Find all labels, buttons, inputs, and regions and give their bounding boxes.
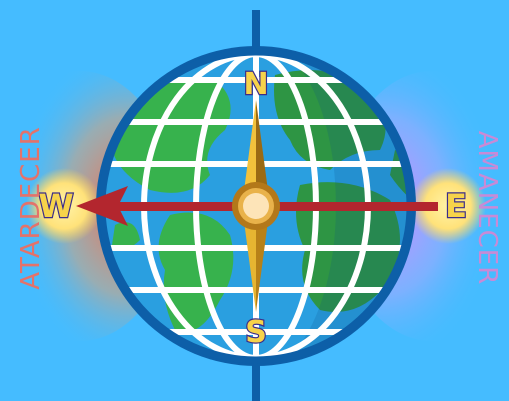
sunrise-label: AMANECER <box>472 130 502 286</box>
sunset-label: ATARDECER <box>16 126 46 290</box>
north-label: N <box>243 67 268 102</box>
sunrise-sun-icon <box>410 168 486 244</box>
south-label: S <box>245 315 267 350</box>
east-label: E <box>445 187 467 225</box>
west-label: W <box>38 187 73 225</box>
sunset-sun-icon <box>26 168 102 244</box>
compass-needle-icon <box>232 100 280 312</box>
